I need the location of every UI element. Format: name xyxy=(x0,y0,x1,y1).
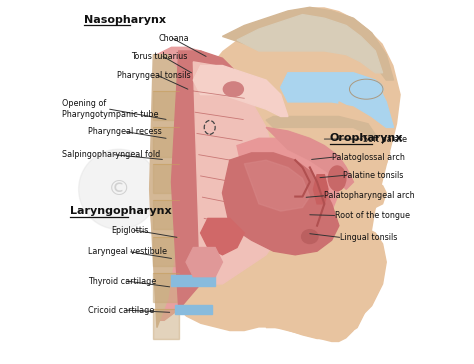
Text: Palatine tonsils: Palatine tonsils xyxy=(343,171,404,180)
Text: Nasopharynx: Nasopharynx xyxy=(84,15,166,24)
Polygon shape xyxy=(193,62,288,284)
Text: Salpingopharyngeal fold: Salpingopharyngeal fold xyxy=(62,150,161,159)
Text: Root of the tongue: Root of the tongue xyxy=(335,211,410,220)
Polygon shape xyxy=(153,237,179,266)
Text: Epiglottis: Epiglottis xyxy=(111,226,149,234)
Polygon shape xyxy=(266,127,354,189)
Ellipse shape xyxy=(349,79,383,99)
Text: Laryngeal vestibule: Laryngeal vestibule xyxy=(88,248,167,256)
Polygon shape xyxy=(222,153,339,255)
Polygon shape xyxy=(153,91,179,120)
Ellipse shape xyxy=(301,230,318,244)
Polygon shape xyxy=(153,273,179,302)
Polygon shape xyxy=(153,309,179,339)
Text: Laryngopharynx: Laryngopharynx xyxy=(70,206,171,215)
Text: Thyroid cartilage: Thyroid cartilage xyxy=(88,277,156,285)
Text: Palatoglossal arch: Palatoglossal arch xyxy=(332,153,405,162)
Polygon shape xyxy=(222,7,393,80)
Polygon shape xyxy=(175,305,211,314)
Circle shape xyxy=(79,149,159,229)
Polygon shape xyxy=(237,15,383,73)
Text: Choana: Choana xyxy=(159,34,190,43)
Text: Pharyngeal tonsils: Pharyngeal tonsils xyxy=(117,71,191,80)
Polygon shape xyxy=(266,116,375,135)
Polygon shape xyxy=(150,7,401,342)
Text: Opening of
Pharyngotympanic tube: Opening of Pharyngotympanic tube xyxy=(62,99,159,119)
Polygon shape xyxy=(186,248,222,277)
Polygon shape xyxy=(150,55,186,328)
Polygon shape xyxy=(302,211,386,328)
Text: Palatopharyngeal arch: Palatopharyngeal arch xyxy=(324,191,414,200)
Polygon shape xyxy=(153,164,179,193)
Ellipse shape xyxy=(328,166,346,191)
Polygon shape xyxy=(172,275,215,286)
Text: Lingual tonsils: Lingual tonsils xyxy=(340,233,397,242)
Polygon shape xyxy=(153,47,244,320)
Polygon shape xyxy=(281,73,393,127)
Polygon shape xyxy=(244,160,310,211)
Polygon shape xyxy=(153,200,179,229)
Polygon shape xyxy=(313,175,328,204)
Polygon shape xyxy=(266,284,365,339)
Text: Torus tubarius: Torus tubarius xyxy=(131,52,188,61)
Polygon shape xyxy=(193,66,288,116)
Polygon shape xyxy=(339,102,390,171)
Polygon shape xyxy=(153,127,179,157)
Text: Oropharynx: Oropharynx xyxy=(330,133,403,143)
Polygon shape xyxy=(201,218,244,255)
Polygon shape xyxy=(237,138,339,233)
Text: Cricoid cartilage: Cricoid cartilage xyxy=(88,306,154,314)
Polygon shape xyxy=(172,51,244,309)
Text: Soft palate: Soft palate xyxy=(363,135,407,143)
Ellipse shape xyxy=(223,82,243,96)
Text: ©: © xyxy=(108,179,130,199)
Polygon shape xyxy=(339,164,386,207)
Text: Pharyngeal recess: Pharyngeal recess xyxy=(88,127,162,136)
